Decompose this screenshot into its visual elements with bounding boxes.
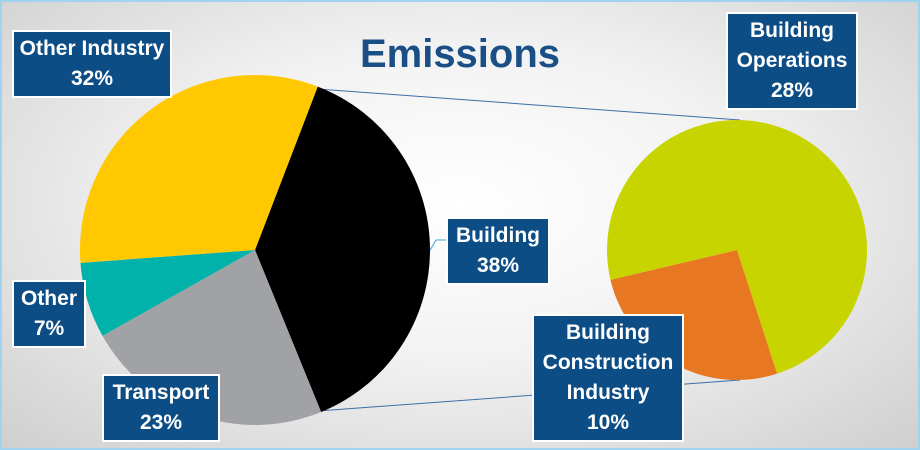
data-label: Other 7% bbox=[12, 280, 86, 348]
pie-slice bbox=[607, 119, 867, 374]
pie-slice bbox=[255, 86, 430, 413]
data-label: Building 38% bbox=[446, 217, 550, 285]
label-value: 10% bbox=[586, 411, 630, 434]
label-value: 32% bbox=[70, 67, 114, 90]
label-name: Other bbox=[20, 287, 77, 310]
label-value: 28% bbox=[770, 79, 814, 102]
label-name: Building bbox=[456, 224, 540, 247]
pie-slice bbox=[79, 74, 318, 263]
label-name: Building Operations bbox=[736, 19, 848, 72]
label-value: 23% bbox=[139, 411, 183, 434]
label-value: 38% bbox=[476, 254, 520, 277]
label-value: 7% bbox=[33, 317, 65, 340]
label-name: Transport bbox=[112, 381, 210, 404]
data-label: Building Operations 28% bbox=[726, 12, 858, 110]
data-label: Building Construction Industry 10% bbox=[532, 314, 684, 442]
label-name: Building Construction Industry bbox=[542, 321, 674, 404]
data-label: Transport 23% bbox=[102, 374, 220, 442]
pie-slice bbox=[80, 250, 255, 336]
data-label: Other Industry 32% bbox=[12, 30, 172, 98]
leader-line bbox=[428, 239, 446, 253]
chart-title: Emissions bbox=[359, 32, 561, 76]
connector bbox=[317, 88, 741, 121]
label-name: Other Industry bbox=[19, 37, 165, 60]
